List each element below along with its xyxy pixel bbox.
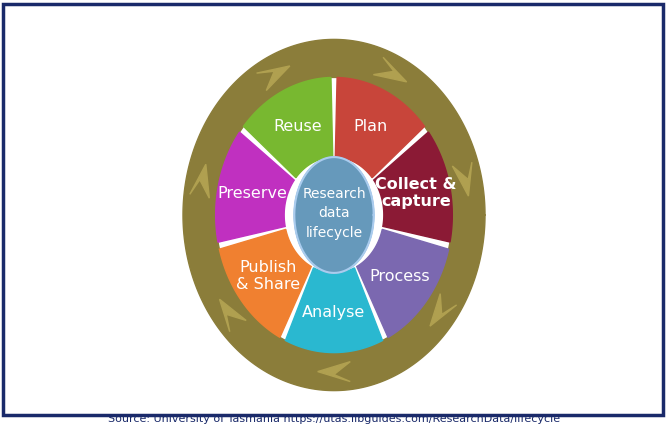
Polygon shape (373, 132, 452, 242)
Polygon shape (452, 162, 472, 196)
Text: Publish
& Share: Publish & Share (236, 260, 301, 292)
Text: Research
data
lifecycle: Research data lifecycle (302, 187, 366, 240)
Text: Preserve: Preserve (217, 186, 287, 201)
Text: Reuse: Reuse (273, 120, 322, 135)
Polygon shape (430, 294, 457, 326)
Polygon shape (357, 230, 449, 338)
Polygon shape (244, 77, 333, 178)
Polygon shape (318, 362, 350, 381)
Polygon shape (285, 268, 383, 353)
Polygon shape (216, 132, 294, 242)
Polygon shape (190, 164, 209, 198)
Text: Collect &
capture: Collect & capture (375, 177, 457, 209)
Polygon shape (295, 157, 373, 273)
Polygon shape (219, 229, 311, 338)
Text: Source: University of Tasmania https://utas.libguides.com/ResearchData/lifecycle: Source: University of Tasmania https://u… (108, 414, 560, 424)
Polygon shape (335, 77, 425, 178)
Text: Analyse: Analyse (303, 305, 365, 320)
Text: Process: Process (369, 268, 430, 283)
Text: Plan: Plan (353, 120, 387, 135)
Polygon shape (373, 57, 407, 82)
Polygon shape (220, 299, 246, 332)
Polygon shape (257, 66, 290, 91)
Polygon shape (183, 40, 485, 390)
